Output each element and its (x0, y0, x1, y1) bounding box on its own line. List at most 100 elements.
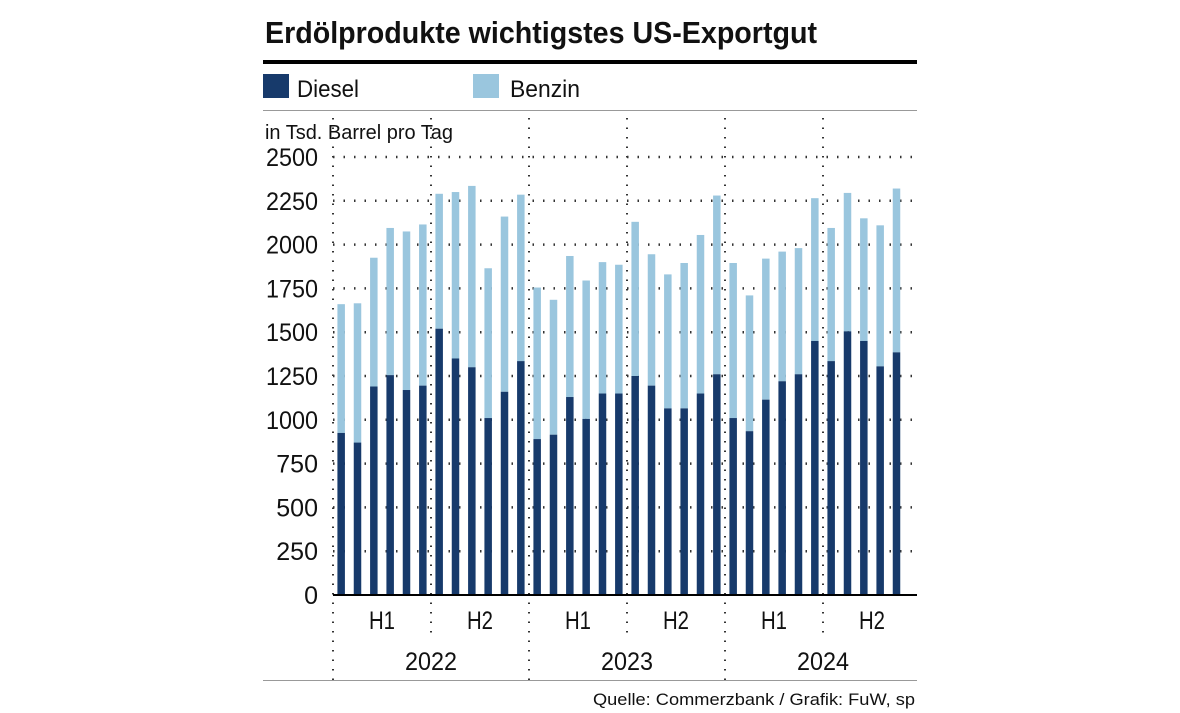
bar-benzin (566, 255, 574, 398)
bar-benzin (811, 198, 819, 341)
bar-diesel (517, 361, 525, 595)
bar-month-27 (762, 258, 770, 595)
bar-benzin (647, 254, 656, 386)
chart-title: Erdölprodukte wichtigstes US-Exportgut (265, 15, 817, 50)
y-tick-label: 1250 (266, 363, 318, 391)
gridlines (332, 118, 917, 680)
bar-month-32 (843, 192, 852, 595)
bar-benzin (876, 225, 884, 367)
bar-month-19 (631, 221, 639, 595)
bar-diesel (484, 418, 492, 595)
y-tick-label: 750 (276, 451, 318, 479)
y-tick-label: 250 (276, 538, 318, 566)
half-label: H2 (859, 607, 885, 635)
bar-benzin (598, 262, 607, 394)
bar-benzin (762, 258, 770, 400)
bar-month-30 (811, 198, 819, 595)
bar-benzin (680, 262, 688, 409)
year-label: 2023 (601, 648, 653, 676)
bar-benzin (451, 192, 460, 359)
bar-benzin (533, 287, 541, 440)
bar-month-11 (500, 216, 509, 595)
bar-diesel (745, 431, 754, 595)
half-label: H1 (369, 607, 395, 635)
bar-month-24 (713, 195, 721, 595)
bar-diesel (566, 397, 574, 595)
bar-diesel (386, 375, 394, 595)
bar-month-18 (615, 264, 623, 595)
bar-month-25 (729, 262, 737, 595)
bar-benzin (419, 224, 427, 386)
bar-month-16 (582, 280, 590, 595)
bar-diesel (696, 393, 705, 595)
legend: Diesel Benzin (263, 74, 580, 103)
bar-benzin (500, 216, 509, 392)
bar-month-5 (402, 231, 411, 595)
bar-benzin (484, 268, 492, 419)
bar-month-12 (517, 194, 525, 595)
y-tick-label: 500 (276, 494, 318, 522)
title-rule (263, 60, 917, 64)
bar-benzin (402, 231, 411, 391)
bar-month-20 (647, 254, 656, 595)
y-tick-label: 0 (304, 582, 318, 610)
bar-benzin (549, 299, 558, 435)
bar-diesel (729, 418, 737, 595)
year-label: 2024 (797, 648, 849, 676)
bar-diesel (370, 386, 378, 595)
half-label: H2 (467, 607, 493, 635)
bar-benzin (386, 227, 394, 376)
bar-diesel (533, 439, 541, 595)
bar-diesel (647, 385, 656, 595)
bar-month-13 (533, 287, 541, 595)
bar-diesel (680, 408, 688, 595)
bar-month-28 (778, 251, 786, 595)
legend-swatch-diesel (263, 74, 289, 98)
bar-diesel (435, 328, 443, 595)
legend-label-diesel: Diesel (297, 76, 359, 103)
y-tick-labels: 0 250 500 750 1000 1250 1500 1750 2000 2250 2500 (266, 144, 318, 610)
bar-month-34 (876, 225, 884, 595)
y-tick-label: 2000 (266, 232, 318, 260)
year-label: 2022 (405, 648, 457, 676)
bar-month-17 (598, 262, 607, 595)
bar-diesel (778, 381, 786, 595)
bar-benzin (435, 193, 443, 329)
bar-month-23 (696, 234, 705, 595)
bar-month-14 (549, 299, 558, 595)
bar-month-29 (794, 248, 803, 595)
y-tick-label: 1500 (266, 319, 318, 347)
bar-month-21 (664, 274, 672, 595)
bar-month-6 (419, 224, 427, 595)
bar-diesel (664, 408, 672, 595)
bar-diesel (451, 358, 460, 595)
bar-month-1 (337, 304, 345, 595)
bar-diesel (582, 418, 590, 595)
bar-diesel (468, 367, 476, 595)
bar-benzin (745, 295, 754, 432)
bar-benzin (337, 304, 345, 433)
y-tick-label: 1000 (266, 407, 318, 435)
bar-benzin (713, 195, 721, 375)
bar-month-4 (386, 227, 394, 595)
half-label: H1 (761, 607, 787, 635)
bar-diesel (500, 391, 509, 595)
bar-month-15 (566, 255, 574, 595)
bar-diesel (598, 393, 607, 595)
bar-benzin (631, 221, 639, 376)
bar-month-3 (370, 257, 378, 595)
bar-diesel (827, 361, 835, 595)
bar-diesel (631, 376, 639, 595)
bar-benzin (370, 257, 378, 387)
bar-benzin (582, 280, 590, 419)
bar-benzin (778, 251, 786, 382)
bar-benzin (729, 262, 737, 419)
y-axis-label: in Tsd. Barrel pro Tag (265, 122, 453, 144)
bar-month-22 (680, 262, 688, 595)
legend-swatch-benzin (473, 74, 499, 98)
bar-benzin (892, 188, 901, 353)
half-label: H2 (663, 607, 689, 635)
bar-diesel (615, 393, 623, 595)
bar-diesel (402, 390, 411, 595)
bars (337, 185, 901, 595)
